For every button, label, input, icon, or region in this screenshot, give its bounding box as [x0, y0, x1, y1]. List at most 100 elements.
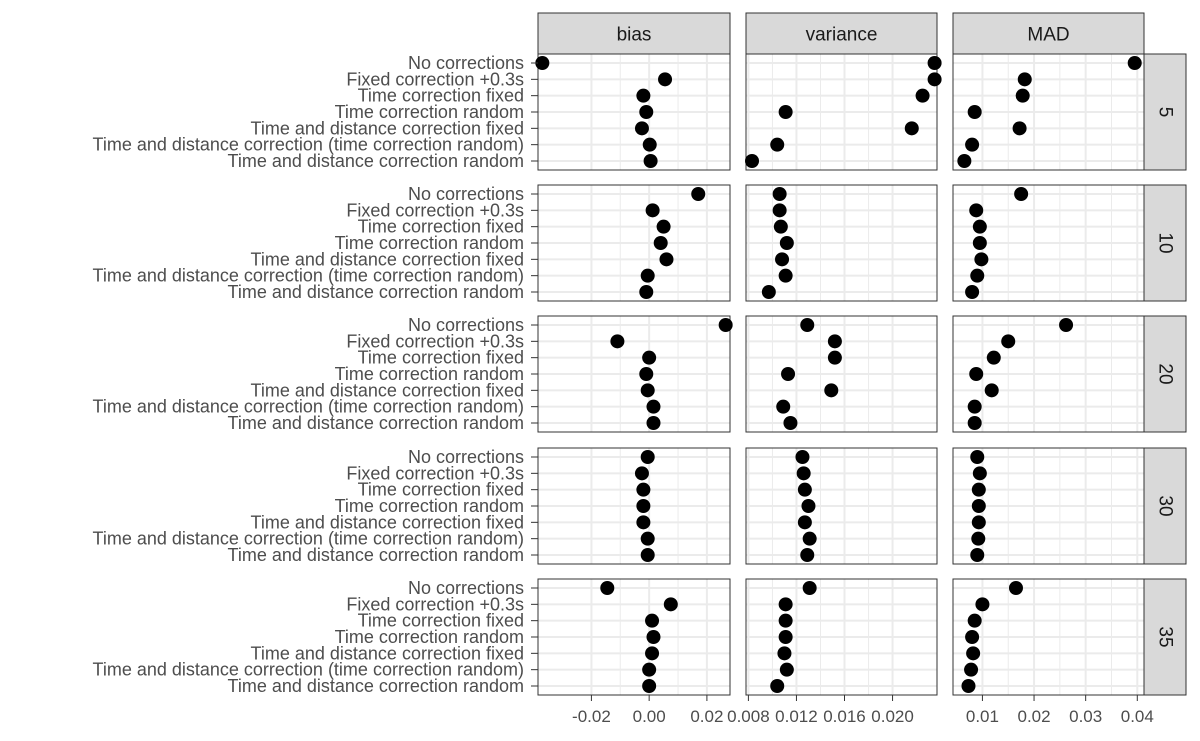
data-point-variance-30-6 [802, 531, 817, 546]
data-point-MAD-20-6 [967, 399, 982, 414]
y-tick-label: Time correction fixed [358, 217, 524, 237]
data-point-bias-10-5 [659, 252, 674, 267]
data-point-variance-20-6 [776, 399, 791, 414]
y-tick-label: Fixed correction +0.3s [346, 200, 524, 220]
data-point-variance-35-4 [778, 630, 793, 644]
panel-bias-5 [537, 53, 731, 171]
y-tick-label: No corrections [408, 578, 524, 598]
data-point-MAD-35-7 [961, 679, 976, 693]
data-point-bias-30-3 [636, 482, 651, 497]
data-point-bias-10-6 [640, 268, 655, 283]
data-point-MAD-35-5 [966, 646, 981, 661]
facet-strip-row-label-20: 20 [1155, 363, 1176, 384]
data-point-bias-30-2 [634, 466, 649, 481]
data-point-bias-35-7 [642, 679, 657, 693]
data-point-bias-30-6 [640, 531, 655, 546]
data-point-bias-10-1 [691, 187, 706, 201]
panel-MAD-20 [952, 315, 1145, 433]
panel-MAD-10 [952, 184, 1145, 302]
y-tick-label: Time and distance correction fixed [251, 380, 524, 400]
data-point-MAD-10-2 [969, 203, 984, 218]
y-tick-label: Time and distance correction fixed [251, 249, 524, 269]
data-point-MAD-10-3 [972, 219, 987, 234]
panel-variance-30 [745, 447, 938, 565]
y-tick-label: Time and distance correction (time corre… [93, 529, 525, 549]
panel-variance-35 [745, 578, 938, 696]
data-point-variance-10-6 [778, 268, 793, 283]
data-point-variance-30-1 [795, 450, 810, 464]
y-tick-label: Time and distance correction random [228, 282, 524, 302]
data-point-MAD-20-7 [967, 416, 982, 430]
data-point-variance-35-3 [778, 613, 793, 628]
data-point-variance-30-5 [797, 515, 812, 530]
panel-MAD-35 [952, 578, 1145, 696]
panel-border [745, 315, 938, 433]
x-tick-label-bias: -0.02 [572, 707, 611, 726]
facet-strip-label-variance: variance [806, 25, 878, 46]
y-tick-label: Time and distance correction fixed [251, 643, 524, 663]
data-point-variance-5-4 [778, 105, 793, 119]
facet-strip-row-30 [1143, 447, 1187, 565]
data-point-bias-10-4 [653, 236, 668, 250]
data-point-bias-20-6 [646, 399, 661, 414]
data-point-MAD-20-2 [1001, 334, 1016, 349]
data-point-variance-35-1 [802, 581, 817, 595]
panel-border [745, 578, 938, 696]
y-tick-label: Time and distance correction random [228, 151, 524, 171]
data-point-variance-35-6 [779, 662, 794, 677]
data-point-MAD-10-1 [1014, 187, 1029, 201]
x-tick-label-variance: 0.008 [727, 707, 770, 726]
data-point-bias-5-7 [643, 154, 658, 168]
data-point-variance-20-3 [827, 350, 842, 365]
y-tick-label: Time and distance correction fixed [251, 512, 524, 532]
data-point-bias-20-7 [646, 416, 661, 430]
facet-strip-row-label-35: 35 [1155, 626, 1176, 647]
data-point-bias-5-2 [658, 72, 673, 87]
data-point-bias-35-4 [646, 630, 661, 644]
y-tick-label: Time correction random [335, 496, 524, 516]
data-point-bias-30-5 [636, 515, 651, 530]
data-point-bias-30-7 [640, 548, 655, 562]
y-tick-label: Time correction fixed [358, 611, 524, 631]
y-tick-label: No corrections [408, 447, 524, 467]
panel-bias-10 [537, 184, 731, 302]
facet-strip-row-label-10: 10 [1155, 232, 1176, 253]
data-point-variance-5-5 [904, 121, 919, 136]
data-point-MAD-5-4 [967, 105, 982, 119]
y-tick-label: Fixed correction +0.3s [346, 594, 524, 614]
data-point-variance-30-3 [797, 482, 812, 497]
data-point-variance-35-2 [778, 597, 793, 612]
data-point-MAD-20-1 [1059, 318, 1074, 332]
panel-border [952, 53, 1145, 171]
panel-border [745, 447, 938, 565]
panel-border [952, 184, 1145, 302]
y-tick-label: Time and distance correction (time corre… [93, 266, 525, 286]
x-tick-label-MAD: 0.02 [1017, 707, 1050, 726]
y-tick-label: Time and distance correction random [228, 545, 524, 565]
data-point-bias-5-1 [535, 56, 550, 70]
data-point-bias-35-2 [663, 597, 678, 612]
data-point-MAD-10-6 [970, 268, 985, 283]
data-point-MAD-5-2 [1017, 72, 1032, 87]
y-tick-label: Time and distance correction fixed [251, 118, 524, 138]
y-tick-label: Time correction random [335, 627, 524, 647]
y-tick-label: Time correction random [335, 233, 524, 253]
data-point-MAD-30-3 [971, 482, 986, 497]
data-point-bias-35-6 [642, 662, 657, 677]
facet-strip-row-label-30: 30 [1155, 495, 1176, 516]
facet-strip-variance [745, 12, 938, 55]
data-point-MAD-35-6 [964, 662, 979, 677]
y-tick-label: Fixed correction +0.3s [346, 331, 524, 351]
data-point-MAD-30-5 [971, 515, 986, 530]
y-tick-label: No corrections [408, 53, 524, 73]
x-tick-label-MAD: 0.03 [1069, 707, 1102, 726]
facet-strip-label-MAD: MAD [1027, 25, 1069, 46]
panel-MAD-5 [952, 53, 1145, 171]
facet-strip-row-10 [1143, 184, 1187, 302]
panel-border [745, 184, 938, 302]
facet-strip-row-label-5: 5 [1155, 107, 1176, 118]
data-point-variance-30-7 [800, 548, 815, 562]
data-point-bias-5-4 [639, 105, 654, 119]
data-point-bias-5-5 [634, 121, 649, 136]
y-tick-label: Fixed correction +0.3s [346, 463, 524, 483]
